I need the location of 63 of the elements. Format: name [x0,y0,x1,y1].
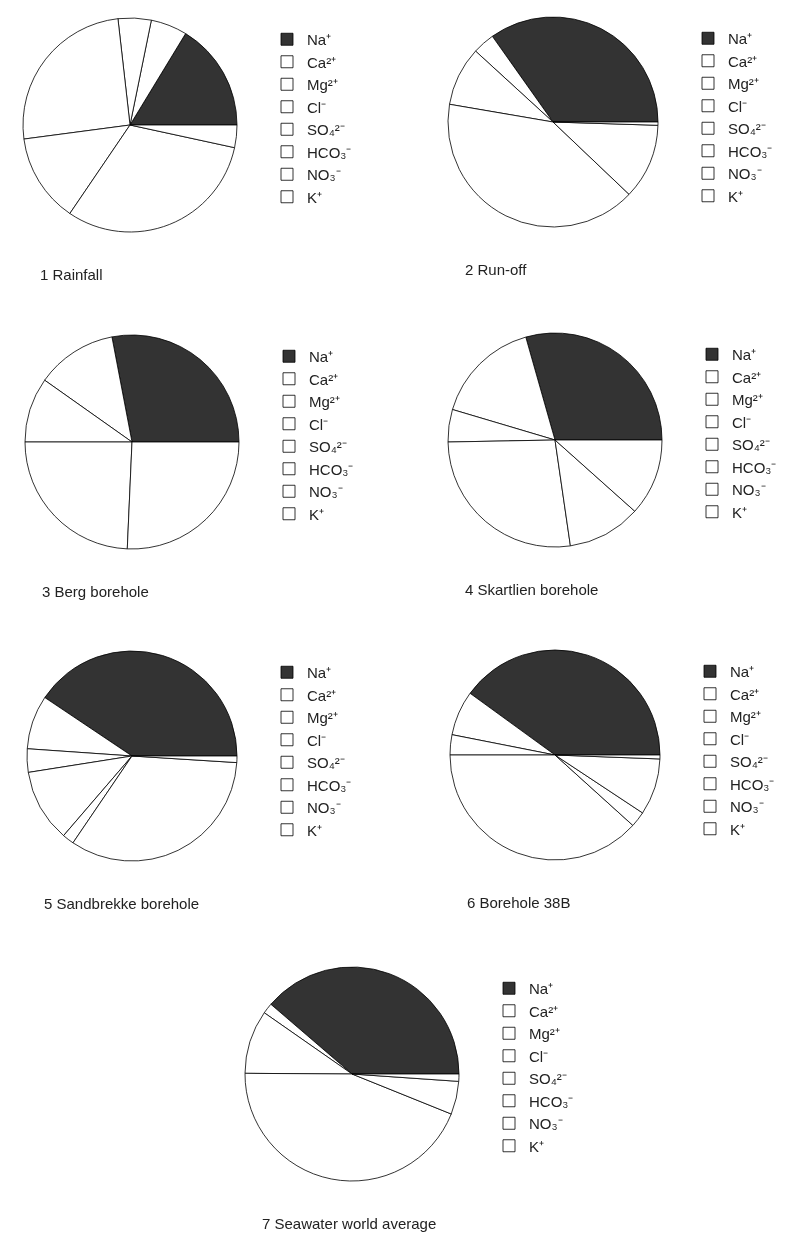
legend-label: SO₄²⁻ [732,436,770,454]
legend-label: Ca²⁺ [307,686,337,704]
legend-label: Cl⁻ [529,1047,549,1065]
legend-label: Ca²⁺ [730,685,760,703]
legend-label: SO₄²⁻ [309,438,347,456]
legend-label: Mg²⁺ [529,1025,560,1043]
legend-label: Na⁺ [728,30,753,48]
legend-label: Mg²⁺ [730,708,761,726]
text: 3 Berg borehole [42,583,149,600]
legend-label: Ca²⁺ [529,1002,559,1020]
legend-label: NO₃⁻ [730,798,764,816]
legend-label: HCO₃⁻ [728,142,773,160]
legend-label: K⁺ [309,505,325,523]
legend-label: HCO₃⁻ [307,143,352,161]
text: 6 Borehole 38B [467,894,571,911]
legend-label: Na⁺ [730,663,755,681]
legend-label: HCO₃⁻ [732,458,777,476]
legend-label: Ca²⁺ [307,53,337,71]
legend-label: Cl⁻ [307,731,327,749]
text: 4 Skartlien borehole [465,581,599,598]
legend-label: SO₄²⁻ [730,753,768,771]
legend-label: K⁺ [730,820,746,838]
legend-label: Mg²⁺ [309,393,340,411]
legend-label: Mg²⁺ [307,76,338,94]
legend-label: Cl⁻ [309,415,329,433]
legend-label: SO₄²⁻ [529,1070,567,1088]
legend-label: NO₃⁻ [307,166,341,184]
legend-label: HCO₃⁻ [529,1092,574,1110]
legend-label: NO₃⁻ [732,481,766,499]
legend-label: K⁺ [529,1137,545,1155]
legend-label: NO₃⁻ [728,165,762,183]
legend-label: NO₃⁻ [307,799,341,817]
legend-label: Na⁺ [732,346,757,364]
legend-label: HCO₃⁻ [309,460,354,478]
legend-label: K⁺ [728,187,744,205]
legend-label: Na⁺ [307,31,332,49]
text: 2 Run-off [465,261,528,278]
legend-label: Mg²⁺ [728,75,759,93]
legend-label: Cl⁻ [732,413,752,431]
text: 5 Sandbrekke borehole [44,895,200,912]
text: 1 Rainfall [40,266,103,283]
legend-label: NO₃⁻ [309,483,343,501]
legend-label: K⁺ [307,188,323,206]
legend-label: HCO₃⁻ [730,775,775,793]
legend-label: SO₄²⁻ [728,120,766,138]
legend-label: Ca²⁺ [309,370,339,388]
legend-label: Mg²⁺ [307,709,338,727]
legend-label: Mg²⁺ [732,391,763,409]
legend-label: K⁺ [732,503,748,521]
legend-label: Na⁺ [307,664,332,682]
legend-label: Ca²⁺ [728,52,758,70]
legend-label: Na⁺ [309,348,334,366]
legend-label: SO₄²⁻ [307,754,345,772]
legend-label: SO₄²⁻ [307,121,345,139]
legend-label: Na⁺ [529,980,554,998]
legend-label: HCO₃⁻ [307,776,352,794]
legend-label: Cl⁻ [728,97,748,115]
legend-label: Ca²⁺ [732,368,762,386]
legend-label: NO₃⁻ [529,1115,563,1133]
legend-label: Cl⁻ [730,730,750,748]
text: 7 Seawater world average [262,1215,437,1232]
legend-label: Cl⁻ [307,98,327,116]
legend-label: K⁺ [307,821,323,839]
